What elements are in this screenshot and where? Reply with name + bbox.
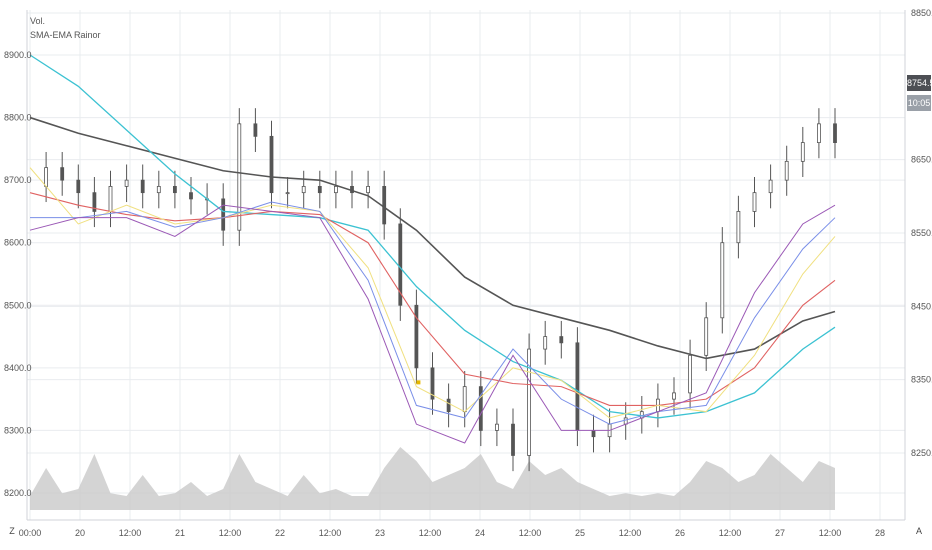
series-line-sma-dark [29,116,836,360]
x-tick-label: 23 [375,528,385,538]
series-line-ema-red [29,192,836,406]
grid-lines [27,10,905,520]
tick-labels[interactable]: 8900.0 8800.0 8700.0 8600.0 8500.0 8400.0 8300… [4,8,932,538]
right-tick-label: 8350.0 [911,375,932,385]
left-tick-label: 8600.0 [4,238,32,248]
candle-body [672,392,676,400]
countdown-badge: 10:05 [907,95,931,111]
candle-body [478,386,483,431]
candle-body [736,211,741,244]
right-tick-label: 8250.0 [911,448,932,458]
signal-marker [416,380,421,385]
x-tick-label: 12:00 [319,528,342,538]
x-tick-label: 12:00 [819,528,842,538]
candle-body [189,192,193,200]
candle-body [800,142,805,162]
moving-average-lines [29,54,836,444]
x-tick-label: 24 [475,528,485,538]
candle-body [511,423,515,456]
candle-body [237,123,242,231]
candle-body [543,336,548,350]
timezone-toggle[interactable]: Z [9,526,15,536]
axes [26,10,906,521]
x-tick-label: 21 [175,528,185,538]
candle-body [768,179,773,194]
volume-area-path [30,447,835,510]
x-tick-label: 25 [575,528,585,538]
left-tick-label: 8700.0 [4,175,32,185]
left-tick-label: 8300.0 [4,425,32,435]
volume-area [30,447,835,510]
left-tick-label: 8200.0 [4,488,32,498]
candle-body [527,348,531,456]
x-tick-label: 00:00 [19,528,42,538]
candle-body [430,367,435,400]
candle-body [382,185,387,225]
x-tick-label: 12:00 [219,528,242,538]
candle-body [285,192,290,195]
series-line-ema-yellow [29,167,836,419]
candle-body [494,423,499,431]
candle-body [108,185,113,212]
x-tick-label: 12:00 [119,528,142,538]
x-tick-label: 12:00 [519,528,542,538]
candle-body [172,185,177,194]
candle-body [784,160,789,181]
x-tick-label: 12:00 [719,528,742,538]
x-tick-label: 12:00 [619,528,642,538]
volume-study-label[interactable]: Vol. [30,16,46,26]
candle-body [301,185,306,194]
x-tick-label: 27 [775,528,785,538]
candle-body [575,342,580,431]
candle-body [124,179,129,187]
candle-body [688,354,692,394]
candle-body [253,123,258,137]
candle-body [591,430,596,438]
series-line-ema-blue [30,201,836,425]
candle-body [140,179,145,194]
candle-body [333,185,338,194]
candle-body [269,135,274,194]
candle-body [398,223,403,306]
candle-body [446,398,451,413]
x-tick-label: 22 [275,528,285,538]
price-candles [44,108,837,472]
x-tick-label: 12:00 [419,528,442,538]
left-tick-label: 8500.0 [4,300,32,310]
right-tick-label: 8650.0 [911,155,932,165]
indicator-study-label[interactable]: SMA-EMA Rainor [30,30,101,40]
series-line-ema-cyan [29,54,836,419]
candle-body [817,123,821,144]
last-price-badge: 8754.5 [907,75,932,91]
x-tick-label: 20 [75,528,85,538]
candle-body [156,185,161,194]
series-line-ema-purple [29,204,836,444]
right-tick-label: 8450.0 [911,301,932,311]
x-tick-label: 26 [675,528,685,538]
candle-body [221,198,226,231]
candle-body [704,317,709,356]
candle-body [44,167,48,187]
candle-body [76,179,81,194]
left-tick-label: 8800.0 [4,113,32,123]
candle-body [752,192,757,212]
candle-body [317,185,322,194]
left-tick-label: 8400.0 [4,363,32,373]
right-tick-label: 8550.0 [911,228,932,238]
candle-body [462,386,467,413]
candle-body [366,185,371,194]
right-tick-label: 8850.0 [911,8,932,18]
left-tick-label: 8900.0 [4,50,32,60]
candle-body [833,123,837,144]
candle-body [559,336,564,344]
candle-body [60,167,65,181]
candle-body [720,242,725,319]
x-tick-label: 28 [875,528,885,538]
auto-scale-button[interactable]: A [915,526,922,536]
candle-body [92,192,97,212]
candle-body [414,304,419,369]
